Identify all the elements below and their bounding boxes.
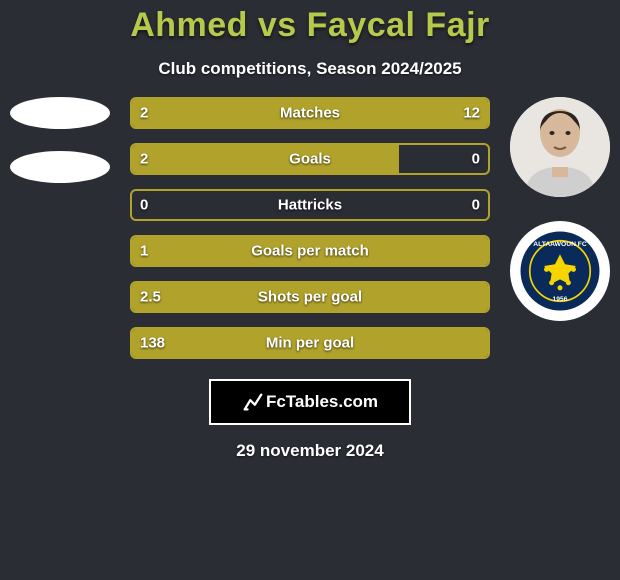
main-row: 212Matches20Goals00Hattricks1Goals per m… <box>0 97 620 359</box>
comparison-bars: 212Matches20Goals00Hattricks1Goals per m… <box>130 97 490 359</box>
right-player-column: ALTAAWOUN FC 1956 <box>500 97 620 321</box>
bar-right-fill <box>182 99 488 127</box>
bar-left-value: 138 <box>140 335 165 352</box>
bar-left-value: 2 <box>140 105 148 122</box>
source-label: FcTables.com <box>266 392 378 412</box>
date-label: 29 november 2024 <box>236 441 383 461</box>
bar-spacer <box>132 191 488 219</box>
bar-left-value: 0 <box>140 197 148 214</box>
bar-row: 20Goals <box>130 143 490 175</box>
comparison-card: Ahmed vs Faycal Fajr Club competitions, … <box>0 0 620 580</box>
right-player-photo <box>510 97 610 197</box>
person-icon <box>510 97 610 197</box>
bar-row: 2.5Shots per goal <box>130 281 490 313</box>
bar-row: 1Goals per match <box>130 235 490 267</box>
bar-left-value: 2 <box>140 151 148 168</box>
bar-row: 00Hattricks <box>130 189 490 221</box>
bar-right-value: 12 <box>463 105 480 122</box>
right-player-crest: ALTAAWOUN FC 1956 <box>510 221 610 321</box>
bar-left-fill <box>132 145 399 173</box>
svg-text:1956: 1956 <box>553 296 568 303</box>
bar-right-value: 0 <box>472 197 480 214</box>
bar-left-value: 1 <box>140 243 148 260</box>
left-player-crest-placeholder <box>10 151 110 183</box>
page-subtitle: Club competitions, Season 2024/2025 <box>158 59 461 79</box>
club-crest-icon: ALTAAWOUN FC 1956 <box>518 229 602 313</box>
svg-text:ALTAAWOUN FC: ALTAAWOUN FC <box>533 241 587 248</box>
bar-left-fill <box>132 283 488 311</box>
bar-right-value: 0 <box>472 151 480 168</box>
bar-left-value: 2.5 <box>140 289 161 306</box>
bar-row: 138Min per goal <box>130 327 490 359</box>
bar-left-fill <box>132 329 488 357</box>
source-badge: FcTables.com <box>209 379 411 425</box>
bar-left-fill <box>132 237 488 265</box>
left-player-photo-placeholder <box>10 97 110 129</box>
left-player-column <box>0 97 120 183</box>
page-title: Ahmed vs Faycal Fajr <box>130 6 490 45</box>
bar-row: 212Matches <box>130 97 490 129</box>
chart-icon <box>242 391 264 413</box>
